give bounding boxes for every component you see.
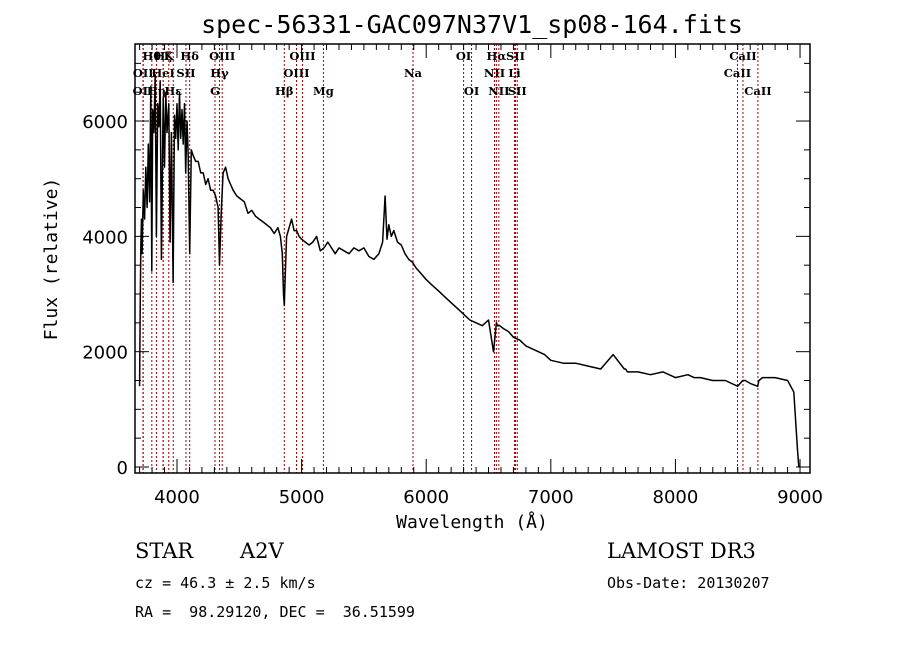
line-label: Hε (164, 84, 182, 98)
y-tick-label: 2000 (82, 343, 128, 364)
x-tick-label: 8000 (653, 487, 699, 508)
line-label: SII (176, 66, 195, 80)
x-tick-label: 6000 (403, 487, 449, 508)
x-axis: 4000 5000 6000 7000 8000 9000 (139, 44, 823, 508)
line-label: CaII (729, 49, 756, 63)
series-layer (138, 74, 800, 468)
line-label: OIII (209, 49, 235, 63)
observation-date: Obs-Date: 20130207 (607, 574, 770, 592)
object-subclass: A2V (240, 539, 284, 563)
object-class: STAR (135, 539, 194, 563)
series-line-spectrum (138, 74, 800, 468)
chart-title: spec-56331-GAC097N37V1_sp08-164.fits (201, 10, 743, 39)
line-label: Hζ (154, 49, 172, 63)
line-label: Hβ (275, 84, 294, 98)
y-axis-label: Flux (relative) (41, 178, 62, 341)
line-label: Hγ (210, 66, 229, 80)
y-axis: 0 2000 4000 6000 (82, 62, 810, 479)
line-label: OIII (283, 66, 309, 80)
line-label: OII (133, 84, 154, 98)
x-axis-label: Wavelength (Å) (396, 511, 548, 533)
line-label: OI (464, 84, 479, 98)
x-tick-label: 9000 (777, 487, 823, 508)
line-label: CaII (744, 84, 771, 98)
survey-name: LAMOST DR3 (607, 539, 756, 563)
line-label: NII (488, 84, 509, 98)
line-label: G (210, 84, 220, 98)
line-label: Mg (313, 84, 334, 98)
y-tick-label: 0 (117, 458, 128, 479)
y-tick-label: 4000 (82, 227, 128, 248)
line-label: Hδ (180, 49, 199, 63)
line-label: Hα (487, 49, 507, 63)
redshift-velocity: cz = 46.3 ± 2.5 km/s (135, 574, 316, 592)
coordinates: RA = 98.29120, DEC = 36.51599 (135, 603, 415, 621)
line-label: K (164, 49, 175, 63)
plot-frame (134, 43, 811, 474)
line-label: OIII (289, 49, 315, 63)
line-label: OI (456, 49, 471, 63)
x-tick-label: 4000 (154, 487, 200, 508)
line-label: OII (133, 66, 154, 80)
line-label: CaII (724, 66, 751, 80)
y-tick-label: 6000 (82, 112, 128, 133)
line-label: Na (404, 66, 423, 80)
line-label: Li (508, 66, 521, 80)
line-label: SII (506, 49, 525, 63)
x-tick-label: 7000 (528, 487, 574, 508)
line-label: SII (508, 84, 527, 98)
line-label: Hη (147, 84, 166, 98)
line-label: NII (484, 66, 505, 80)
spectral-line-markers: OIIOIIHθHηHeIHζKHεSIIHδGHγOIIIHβOIIIOIII… (133, 44, 772, 473)
x-tick-label: 5000 (279, 487, 325, 508)
